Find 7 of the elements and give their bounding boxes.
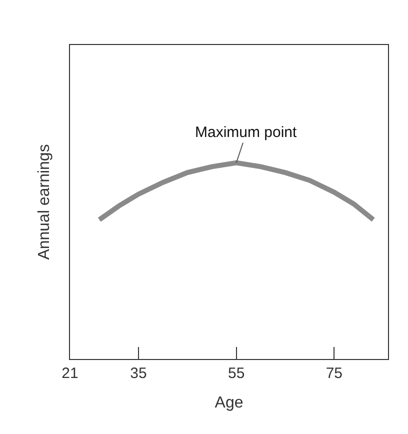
x-tick-label: 35 (130, 365, 147, 382)
x-tick-label: 21 (62, 365, 78, 382)
x-tick-label: 55 (228, 365, 245, 382)
y-axis-title: Annual earnings (36, 144, 53, 260)
x-axis-title: Age (214, 394, 244, 412)
x-tick-label: 75 (326, 365, 343, 382)
annotation: Maximum point (195, 124, 298, 141)
